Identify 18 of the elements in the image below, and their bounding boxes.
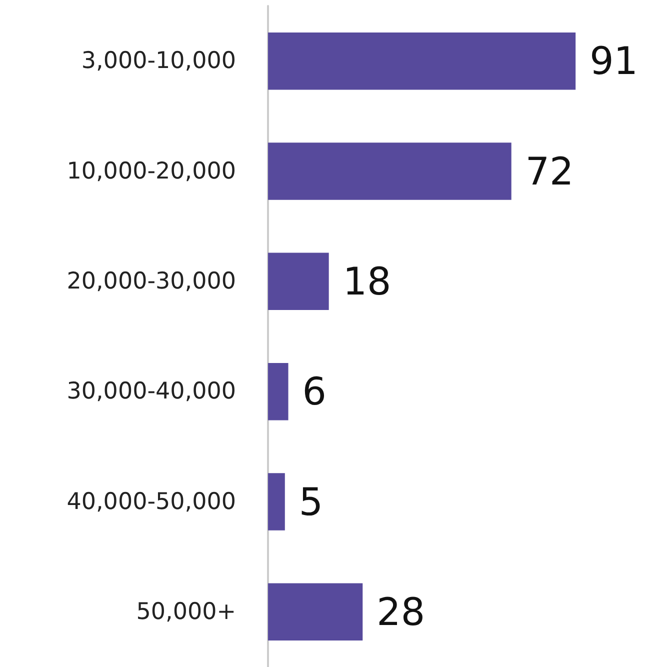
y-tick-label: 3,000-10,000 bbox=[81, 48, 236, 74]
y-tick-label: 20,000-30,000 bbox=[66, 268, 236, 294]
bar bbox=[268, 583, 363, 641]
data-label: 18 bbox=[342, 259, 392, 304]
data-label: 28 bbox=[376, 590, 425, 634]
data-label: 72 bbox=[525, 149, 574, 194]
bar bbox=[268, 142, 512, 200]
data-label: 91 bbox=[590, 39, 638, 84]
data-label: 6 bbox=[302, 370, 326, 414]
bar bbox=[268, 362, 288, 420]
bar bbox=[268, 32, 576, 90]
bar bbox=[268, 473, 285, 530]
bar bbox=[268, 252, 329, 310]
y-tick-label: 50,000+ bbox=[136, 598, 236, 625]
y-tick-label: 30,000-40,000 bbox=[66, 378, 236, 405]
y-tick-label: 40,000-50,000 bbox=[66, 488, 236, 515]
y-tick-label: 10,000-20,000 bbox=[66, 158, 236, 184]
data-label: 5 bbox=[298, 480, 324, 524]
